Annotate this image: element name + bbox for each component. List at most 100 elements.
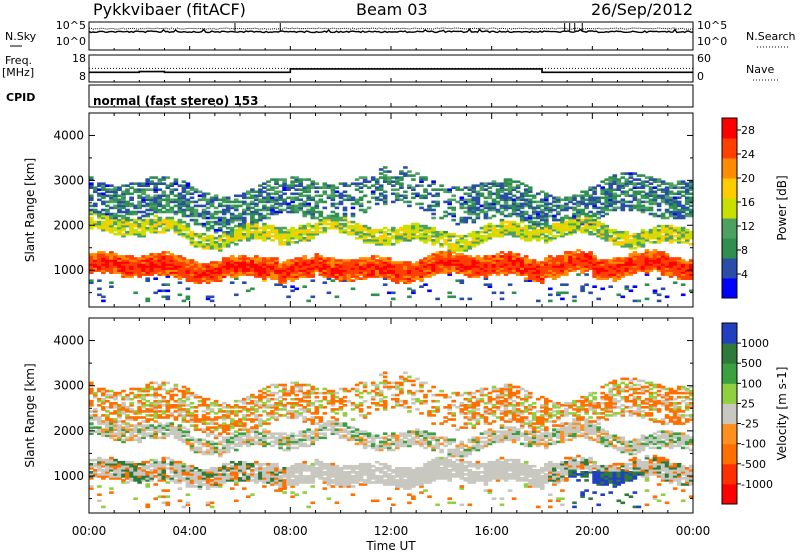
power-cell <box>326 271 332 274</box>
power-cell <box>616 230 622 234</box>
power-cell <box>556 218 561 222</box>
power-cell <box>427 257 432 260</box>
power-cell <box>109 253 114 256</box>
velocity-cell <box>121 410 126 413</box>
power-cell <box>431 239 436 242</box>
power-cell <box>616 257 622 260</box>
power-cell <box>209 243 215 246</box>
power-cell <box>129 202 134 206</box>
power-cell <box>298 204 303 208</box>
velocity-cell <box>161 501 167 505</box>
power-cell <box>527 230 533 234</box>
power-cell <box>310 271 316 274</box>
power-cell <box>185 232 191 236</box>
velocity-cell <box>101 430 106 433</box>
power-cell <box>217 234 223 238</box>
power-cell <box>407 204 412 208</box>
power-cell <box>121 267 126 270</box>
power-cell <box>101 212 106 216</box>
velocity-cell <box>89 471 94 474</box>
power-cell <box>487 259 493 262</box>
power-cell <box>169 200 175 204</box>
power-cell <box>221 198 227 202</box>
power-cell <box>153 259 158 262</box>
power-cell <box>487 190 493 194</box>
velocity-cell <box>109 418 114 421</box>
power-cell <box>495 182 501 185</box>
velocity-cell <box>197 420 203 423</box>
power-cell <box>209 275 215 278</box>
power-cell <box>672 234 678 238</box>
power-cell <box>266 236 271 240</box>
power-cell <box>423 263 428 266</box>
power-cell <box>580 198 585 202</box>
power-cell <box>157 255 163 258</box>
power-cell <box>322 263 328 266</box>
power-cell <box>640 265 646 268</box>
velocity-cell <box>197 469 203 472</box>
power-cell <box>366 206 372 210</box>
velocity-cell <box>125 410 130 413</box>
power-cell <box>475 269 481 272</box>
velocity-cell <box>153 381 158 385</box>
velocity-cell <box>177 477 183 480</box>
power-cell <box>294 271 299 274</box>
power-cell <box>676 241 682 244</box>
power-cell <box>471 218 477 222</box>
velocity-cell <box>101 406 106 409</box>
power-cell <box>680 208 686 212</box>
power-cell <box>680 273 686 276</box>
power-cell <box>165 202 171 206</box>
power-cell <box>616 241 622 244</box>
power-cell <box>636 269 642 272</box>
power-cell <box>620 257 626 260</box>
power-cell <box>121 218 126 222</box>
power-cell <box>523 184 529 187</box>
power-cell <box>636 192 642 196</box>
power-cell <box>225 222 231 226</box>
power-cell <box>310 279 316 282</box>
power-cell <box>149 265 154 268</box>
power-cell <box>479 234 485 238</box>
power-cell <box>185 224 191 228</box>
power-cell <box>250 190 255 194</box>
power-cell <box>254 265 259 268</box>
power-cell <box>262 190 267 194</box>
power-cell <box>680 186 686 189</box>
power-cell <box>616 293 622 297</box>
power-cell <box>366 232 372 236</box>
power-cell <box>238 200 243 204</box>
power-cell <box>672 208 678 212</box>
power-cell <box>137 196 142 200</box>
power-cell <box>213 269 219 272</box>
power-cell <box>137 271 142 274</box>
velocity-cell <box>157 436 163 440</box>
power-cell <box>552 257 557 260</box>
power-cell <box>391 184 396 187</box>
power-cell <box>89 271 94 274</box>
velocity-cell <box>125 418 130 421</box>
power-cell <box>616 180 622 183</box>
velocity-cell <box>89 487 94 490</box>
power-cell <box>491 269 497 272</box>
power-cell <box>407 263 412 266</box>
power-cell <box>531 206 537 210</box>
power-cell <box>544 220 549 224</box>
velocity-cell <box>189 448 195 452</box>
power-cell <box>435 200 440 204</box>
velocity-cell <box>153 430 158 433</box>
power-cell <box>89 216 94 220</box>
power-cell <box>572 214 577 218</box>
power-cell <box>676 204 682 208</box>
power-cell <box>225 273 231 276</box>
power-cell <box>101 261 106 264</box>
power-cell <box>564 196 569 200</box>
velocity-cell <box>153 483 158 486</box>
power-cell <box>350 220 356 224</box>
power-cell <box>330 196 336 200</box>
power-cell <box>346 224 352 228</box>
power-cell <box>507 251 513 254</box>
power-cell <box>487 202 493 206</box>
power-cell <box>572 202 577 206</box>
velocity-cell <box>177 469 183 472</box>
